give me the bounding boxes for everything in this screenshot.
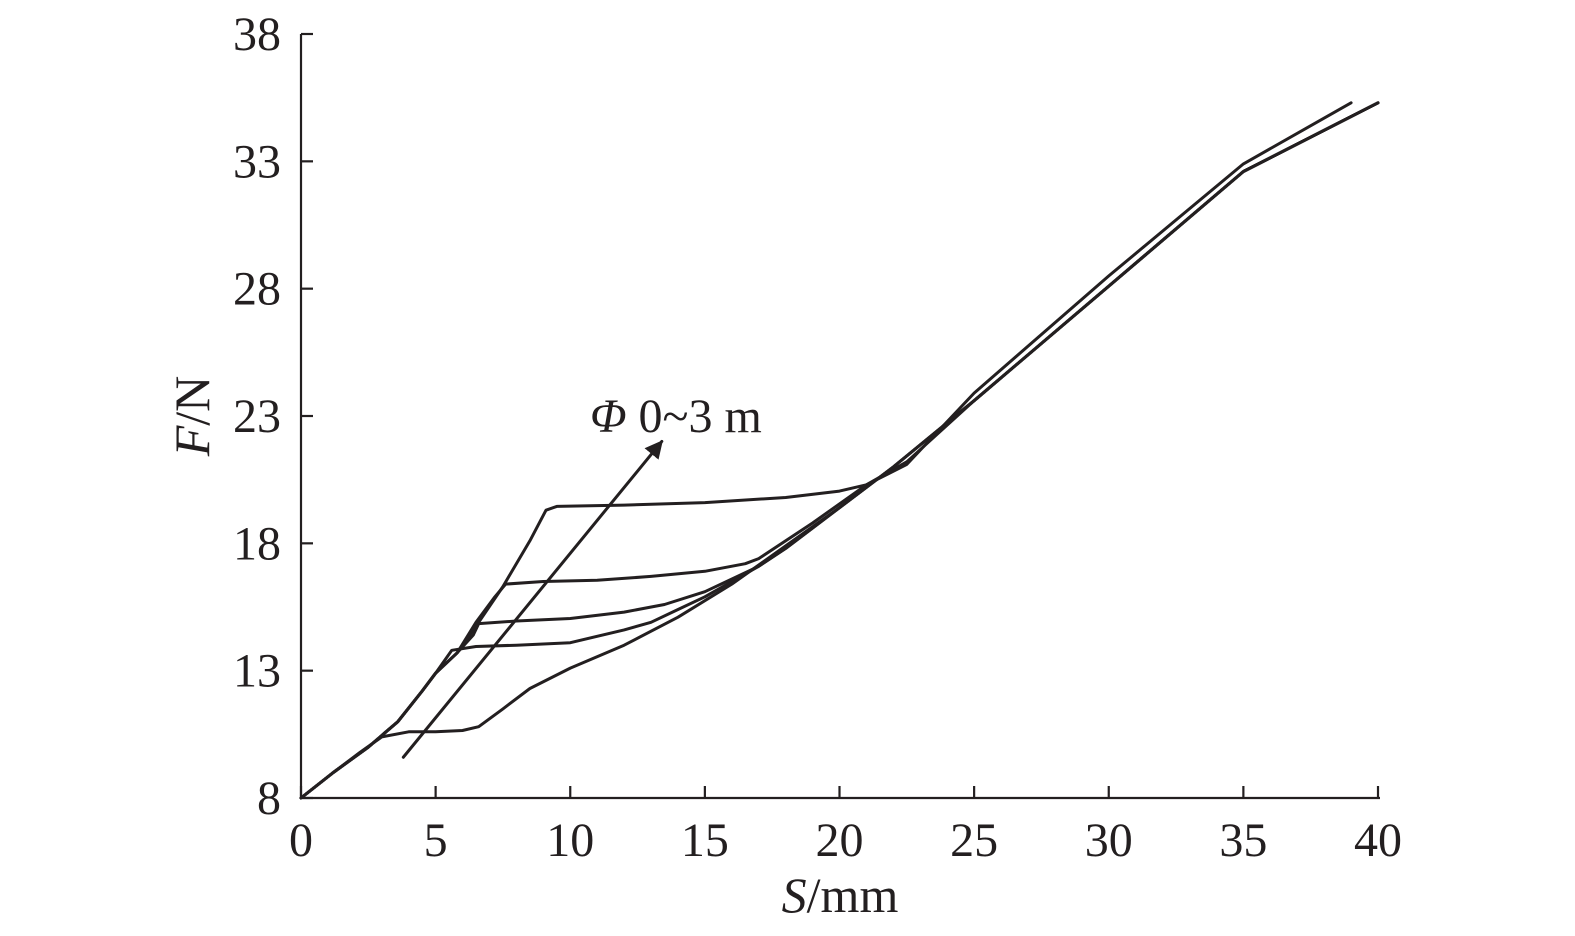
x-axis-var: S <box>782 867 807 923</box>
x-axis-title: S/mm <box>782 867 899 923</box>
y-tick-label: 18 <box>233 517 281 570</box>
svg-text:F/N: F/N <box>164 376 220 458</box>
x-tick-label: 30 <box>1085 814 1133 867</box>
x-tick-label: 5 <box>424 814 448 867</box>
x-tick-label: 40 <box>1354 814 1402 867</box>
y-tick-label: 33 <box>233 135 281 188</box>
x-tick-label: 35 <box>1219 814 1267 867</box>
x-tick-label: 25 <box>950 814 998 867</box>
x-ticks: 0 5 10 15 20 25 30 35 40 <box>289 786 1402 867</box>
y-axis-var: F <box>164 425 220 457</box>
y-tick-label: 28 <box>233 263 281 316</box>
annotation-rest: 0~3 m <box>627 390 762 443</box>
svg-text:S/mm: S/mm <box>782 867 899 923</box>
y-tick-label: 38 <box>233 8 281 61</box>
x-tick-label: 20 <box>816 814 864 867</box>
series-line-1 <box>299 101 1380 800</box>
y-axis-title: F/N <box>164 376 220 458</box>
x-tick-label: 10 <box>546 814 594 867</box>
x-tick-label: 0 <box>289 814 313 867</box>
series-line-4 <box>299 101 1380 800</box>
y-ticks: 8 13 18 23 28 33 38 <box>233 8 313 825</box>
y-tick-label: 13 <box>233 645 281 698</box>
x-axis-unit: /mm <box>807 867 899 923</box>
annotation-var: Φ <box>590 390 627 443</box>
x-tick-label: 15 <box>681 814 729 867</box>
series-line-2 <box>299 101 1380 800</box>
annotation-arrow <box>401 439 664 759</box>
series-line-3 <box>299 101 1380 800</box>
series-line-5 <box>299 101 1353 800</box>
series-group <box>299 101 1380 800</box>
y-tick-label: 8 <box>257 772 281 825</box>
y-axis-unit: /N <box>164 376 220 426</box>
annotation-label: Φ 0~3 m <box>590 390 762 443</box>
y-tick-label: 23 <box>233 390 281 443</box>
annotation: Φ 0~3 m <box>401 390 762 759</box>
